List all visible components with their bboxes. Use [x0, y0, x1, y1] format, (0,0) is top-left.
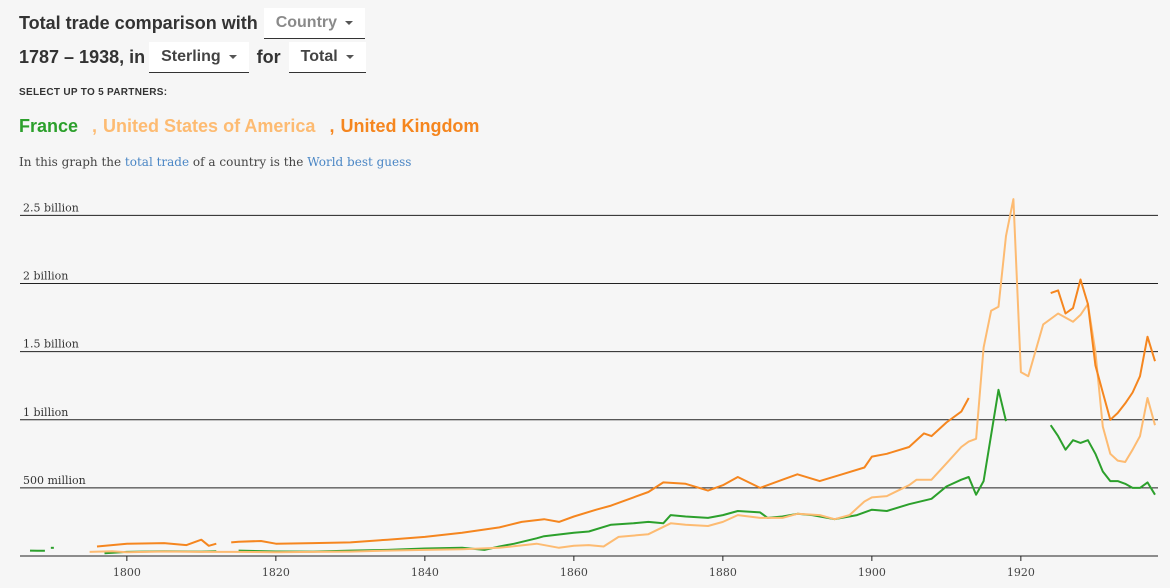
- caret-down-icon: [345, 21, 354, 25]
- partner-separator: ,: [329, 116, 335, 136]
- partner-separator: ,: [92, 116, 98, 136]
- y-tick-label: 2.5 billion: [23, 201, 79, 214]
- entity-dropdown-value: Country: [275, 14, 338, 31]
- series-line: [1050, 278, 1156, 421]
- title-row: Total trade comparison with Country: [19, 8, 366, 39]
- series-united-kingdom: [96, 278, 1156, 548]
- x-tick-label: 1800: [113, 566, 141, 579]
- series-line: [96, 538, 217, 548]
- flow-dropdown[interactable]: Total: [288, 42, 366, 73]
- series-united-states-of-america: [89, 198, 1156, 554]
- caret-down-icon: [228, 55, 237, 59]
- select-partners-label: SELECT UP TO 5 PARTNERS:: [19, 87, 168, 98]
- info-text-1: In this graph the: [19, 155, 122, 169]
- info-text: In this graph the total trade of a count…: [19, 155, 411, 169]
- y-tick-label: 500 million: [23, 474, 86, 487]
- partner-list: France, United States of America, United K…: [19, 116, 479, 137]
- world-best-guess-link[interactable]: World best guess: [307, 155, 412, 169]
- series-line: [238, 388, 1007, 553]
- partner-france[interactable]: France: [19, 116, 79, 136]
- period-row: 1787 – 1938, in Sterling for Total: [19, 42, 366, 73]
- x-tick-label: 1880: [709, 566, 737, 579]
- y-tick-label: 2 billion: [23, 270, 68, 283]
- info-text-2: of a country is the: [192, 155, 304, 169]
- years-label: 1787 – 1938, in: [19, 47, 146, 67]
- for-label: for: [256, 47, 281, 67]
- flow-dropdown-value: Total: [300, 48, 338, 65]
- x-tick-label: 1840: [411, 566, 439, 579]
- series-line: [89, 198, 1156, 554]
- title-prefix: Total trade comparison with: [19, 13, 258, 33]
- total-trade-link[interactable]: total trade: [124, 155, 190, 169]
- y-tick-label: 1.5 billion: [23, 338, 79, 351]
- trade-line-chart: 500 million 1 billion 1.5 billion 2 billion…: [20, 198, 1158, 579]
- caret-down-icon: [345, 55, 354, 59]
- y-tick-label: 1 billion: [23, 406, 68, 419]
- series-line: [231, 397, 970, 545]
- x-tick-label: 1920: [1007, 566, 1035, 579]
- partner-uk[interactable]: United Kingdom: [340, 116, 480, 136]
- entity-dropdown[interactable]: Country: [263, 8, 366, 39]
- x-tick-label: 1820: [262, 566, 290, 579]
- x-tick-label: 1860: [560, 566, 588, 579]
- partner-usa[interactable]: United States of America: [103, 116, 316, 136]
- currency-dropdown-value: Sterling: [161, 48, 221, 65]
- currency-dropdown[interactable]: Sterling: [149, 42, 249, 73]
- x-tick-label: 1900: [858, 566, 886, 579]
- series-line: [1049, 424, 1156, 496]
- series-france: [29, 388, 1156, 555]
